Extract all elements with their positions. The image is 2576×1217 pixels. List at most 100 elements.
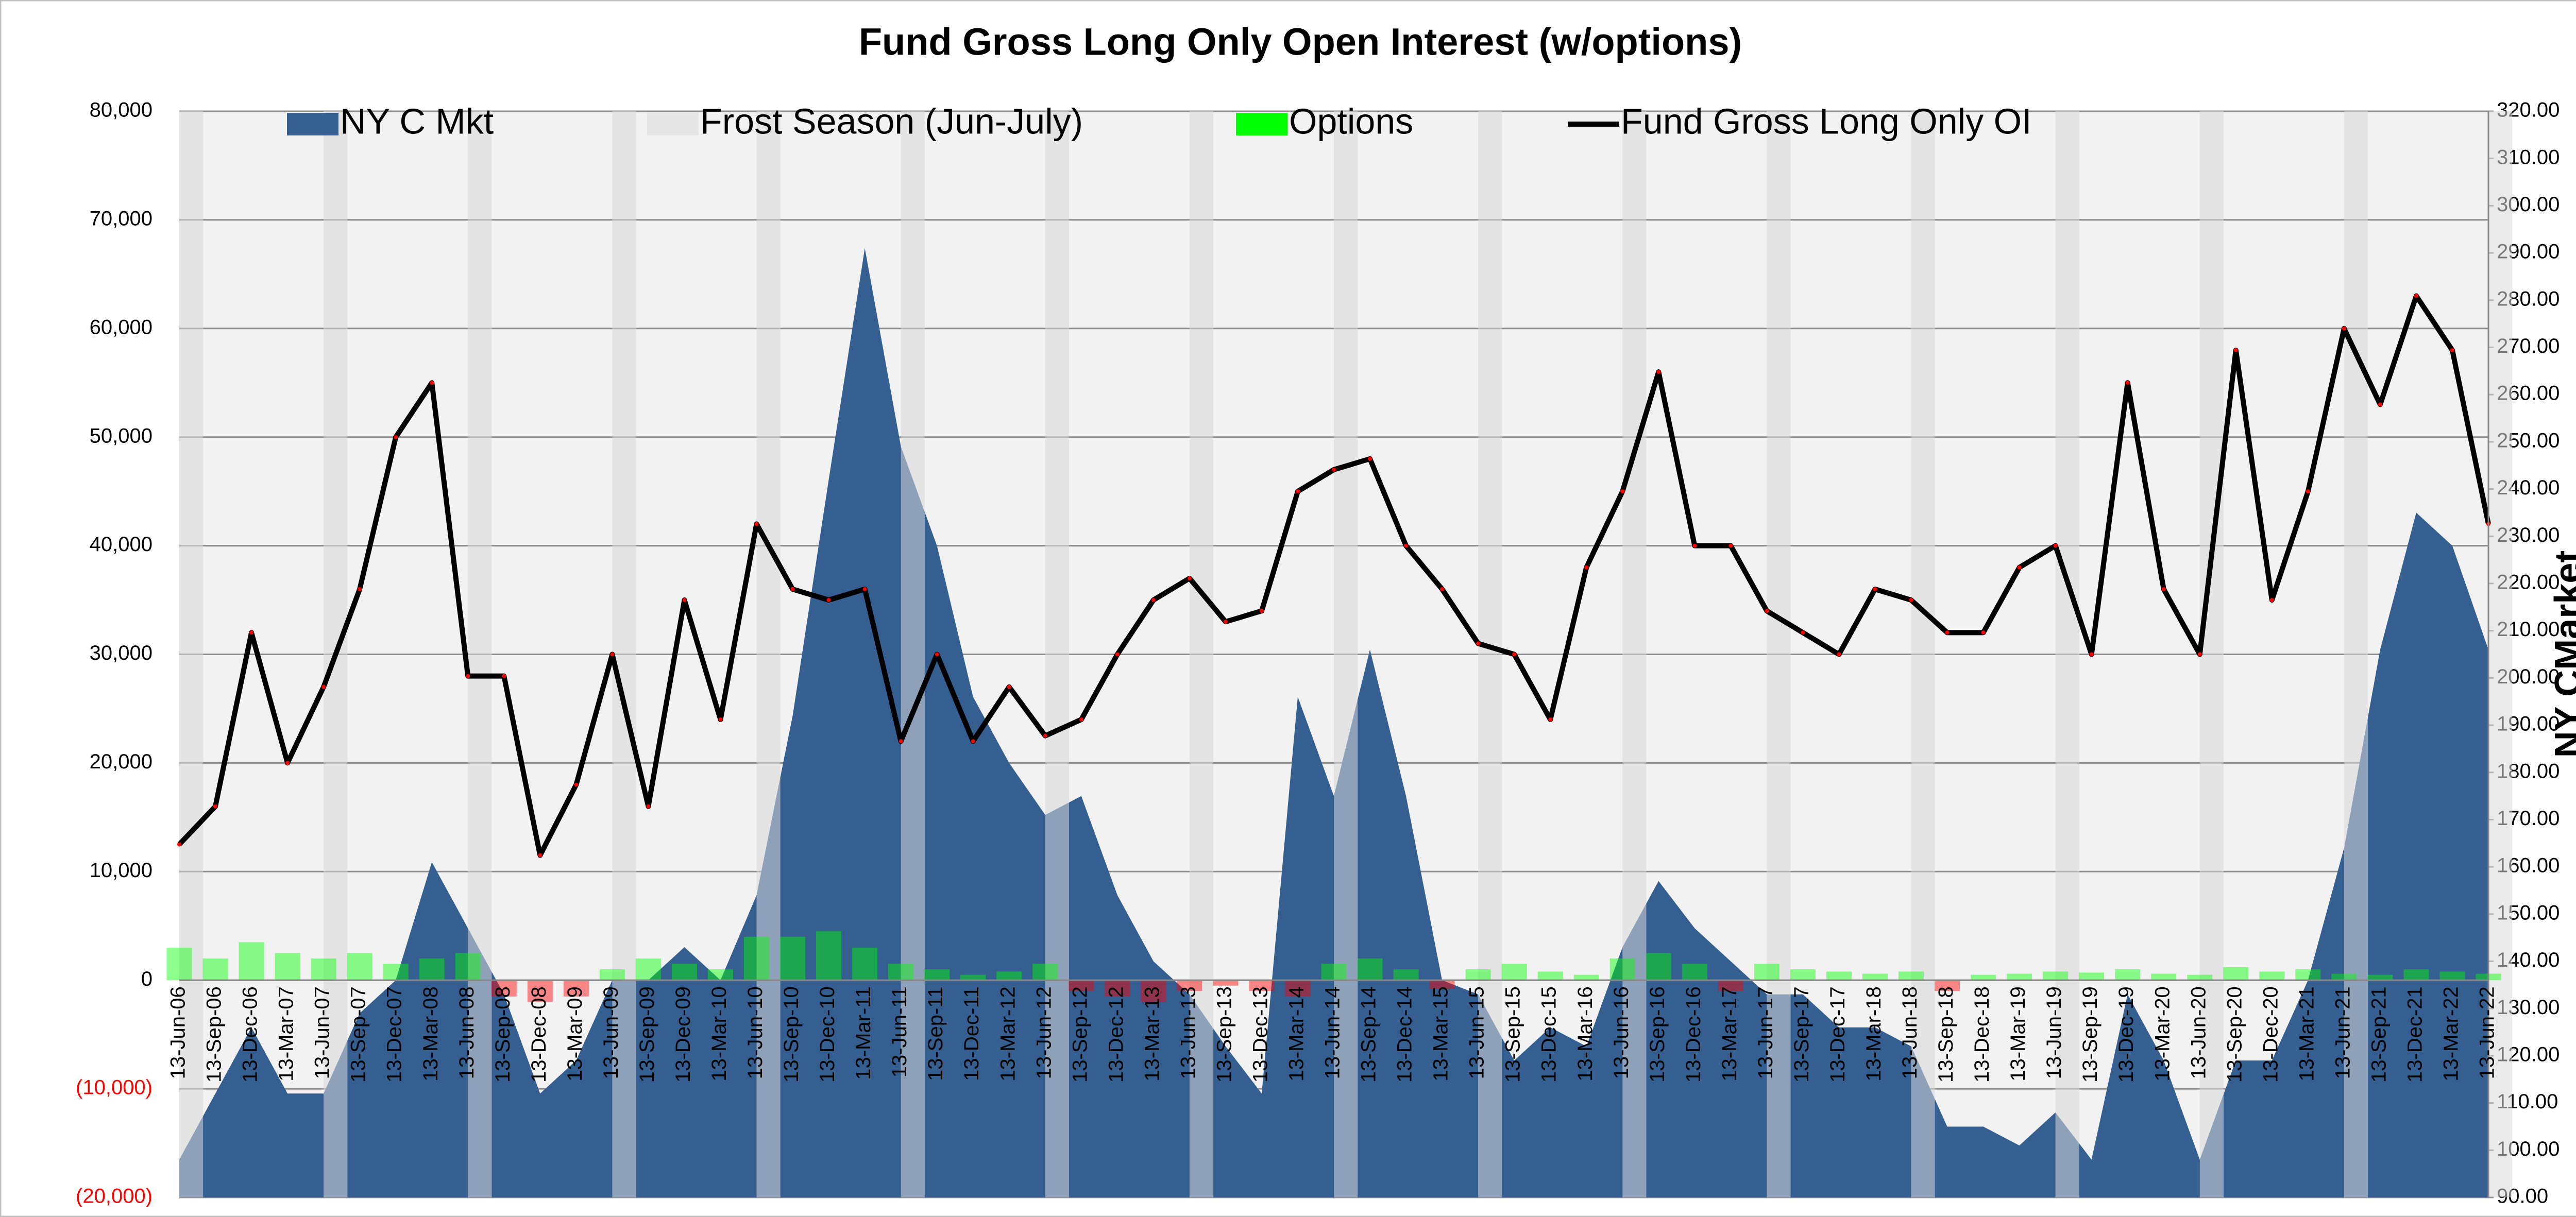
- chart-title: Fund Gross Long Only Open Interest (w/op…: [859, 21, 1742, 63]
- options-bar: [347, 953, 372, 981]
- oi-marker: [1079, 717, 1083, 722]
- options-bar: [2259, 971, 2285, 981]
- oi-marker: [1584, 565, 1589, 570]
- frost-band: [1911, 111, 1935, 1197]
- oi-marker: [2053, 543, 2058, 548]
- y-tick-label: 70,000: [90, 207, 152, 230]
- oi-marker: [1440, 587, 1445, 591]
- oi-marker: [177, 842, 181, 847]
- oi-marker: [790, 587, 795, 591]
- options-bar: [563, 980, 589, 997]
- x-tick-label: 13-Jun-20: [2187, 986, 2210, 1079]
- options-bar: [1609, 958, 1635, 981]
- legend-swatch: [287, 113, 338, 135]
- oi-marker: [899, 739, 903, 744]
- x-tick-label: 13-Jun-16: [1610, 986, 1633, 1079]
- x-tick-label: 13-Jun-15: [1466, 986, 1488, 1079]
- oi-marker: [358, 587, 362, 591]
- options-bar: [1032, 964, 1058, 981]
- x-tick-label: 13-Sep-20: [2223, 986, 2246, 1083]
- legend-swatch: [1236, 113, 1287, 135]
- x-tick-label: 13-Sep-11: [924, 986, 947, 1081]
- oi-marker: [1404, 543, 1409, 548]
- options-bar: [2007, 973, 2032, 981]
- options-bar: [1718, 980, 1743, 991]
- oi-marker: [610, 652, 615, 657]
- oi-marker: [1115, 652, 1120, 657]
- options-bar: [1646, 953, 1671, 981]
- options-bar: [2295, 969, 2321, 981]
- options-bar: [2151, 973, 2177, 981]
- options-bar: [1754, 964, 1780, 981]
- options-bar: [1573, 974, 1599, 981]
- oi-marker: [2414, 294, 2418, 298]
- y-tick-label: 0: [141, 968, 152, 990]
- oi-marker: [826, 598, 831, 603]
- frost-band: [2344, 111, 2368, 1197]
- options-bar: [491, 980, 517, 997]
- options-bar: [1537, 971, 1563, 981]
- x-tick-label: 13-Sep-21: [2367, 986, 2390, 1083]
- x-tick-label: 13-Mar-14: [1285, 986, 1308, 1082]
- oi-marker: [1620, 489, 1625, 494]
- options-bar: [2223, 967, 2249, 981]
- options-bar: [1465, 969, 1491, 981]
- options-bar: [1501, 964, 1527, 981]
- oi-marker: [285, 761, 290, 765]
- oi-marker: [1295, 489, 1300, 494]
- options-bar: [1971, 974, 1996, 981]
- frost-band: [1478, 111, 1502, 1197]
- frost-band: [1045, 111, 1069, 1197]
- oi-marker: [1007, 684, 1011, 689]
- options-bar: [1321, 964, 1347, 981]
- x-tick-label: 13-Jun-06: [167, 986, 190, 1079]
- options-bar: [2043, 971, 2069, 981]
- options-bar: [1898, 971, 1924, 981]
- frost-band: [2199, 111, 2224, 1197]
- x-tick-label: 13-Dec-07: [383, 986, 406, 1083]
- oi-marker: [1728, 543, 1733, 548]
- x-tick-label: 13-Sep-18: [1935, 986, 1957, 1083]
- x-tick-label: 13-Sep-17: [1790, 986, 1813, 1083]
- options-bar: [166, 947, 192, 981]
- options-bar: [1105, 980, 1130, 997]
- x-tick-label: 13-Sep-15: [1502, 986, 1524, 1083]
- oi-marker: [2197, 652, 2202, 657]
- oi-marker: [466, 674, 470, 678]
- options-bar: [1249, 980, 1275, 991]
- x-tick-label: 13-Mar-09: [564, 986, 586, 1082]
- options-bar: [780, 936, 806, 981]
- x-tick-label: 13-Sep-16: [1646, 986, 1669, 1083]
- legend-label: Frost Season (Jun-July): [700, 101, 1083, 141]
- y-tick-label: (10,000): [76, 1076, 152, 1099]
- options-bar: [743, 936, 770, 981]
- x-tick-label: 13-Mar-08: [419, 986, 442, 1082]
- frost-band: [179, 111, 204, 1197]
- y-tick-label: 40,000: [90, 533, 152, 556]
- frost-band: [1334, 111, 1358, 1197]
- oi-marker: [1765, 609, 1769, 613]
- oi-marker: [2342, 326, 2346, 331]
- oi-marker: [754, 522, 759, 526]
- oi-marker: [213, 804, 218, 809]
- x-tick-label: 13-Sep-19: [2079, 986, 2102, 1083]
- x-tick-label: 13-Jun-09: [600, 986, 622, 1079]
- x-tick-label: 13-Mar-11: [852, 986, 875, 1080]
- options-bar: [1826, 971, 1852, 981]
- options-bar: [239, 942, 264, 981]
- x-tick-label: 13-Sep-09: [636, 986, 658, 1083]
- x-tick-label: 13-Mar-20: [2151, 986, 2174, 1082]
- legend-label: NY C Mkt: [340, 101, 494, 141]
- x-tick-label: 13-Mar-17: [1718, 986, 1741, 1082]
- y2-axis-title: NY CMarket: [2548, 551, 2576, 758]
- options-bar: [455, 953, 481, 981]
- options-bar: [2403, 969, 2429, 981]
- x-tick-label: 13-Dec-12: [1105, 986, 1127, 1083]
- x-tick-label: 13-Mar-22: [2440, 986, 2463, 1082]
- x-tick-label: 13-Sep-08: [492, 986, 514, 1083]
- options-bar: [1393, 969, 1419, 981]
- options-bar: [888, 964, 914, 981]
- x-tick-label: 13-Dec-15: [1538, 986, 1561, 1083]
- oi-marker: [1909, 598, 1913, 603]
- oi-marker: [718, 717, 723, 722]
